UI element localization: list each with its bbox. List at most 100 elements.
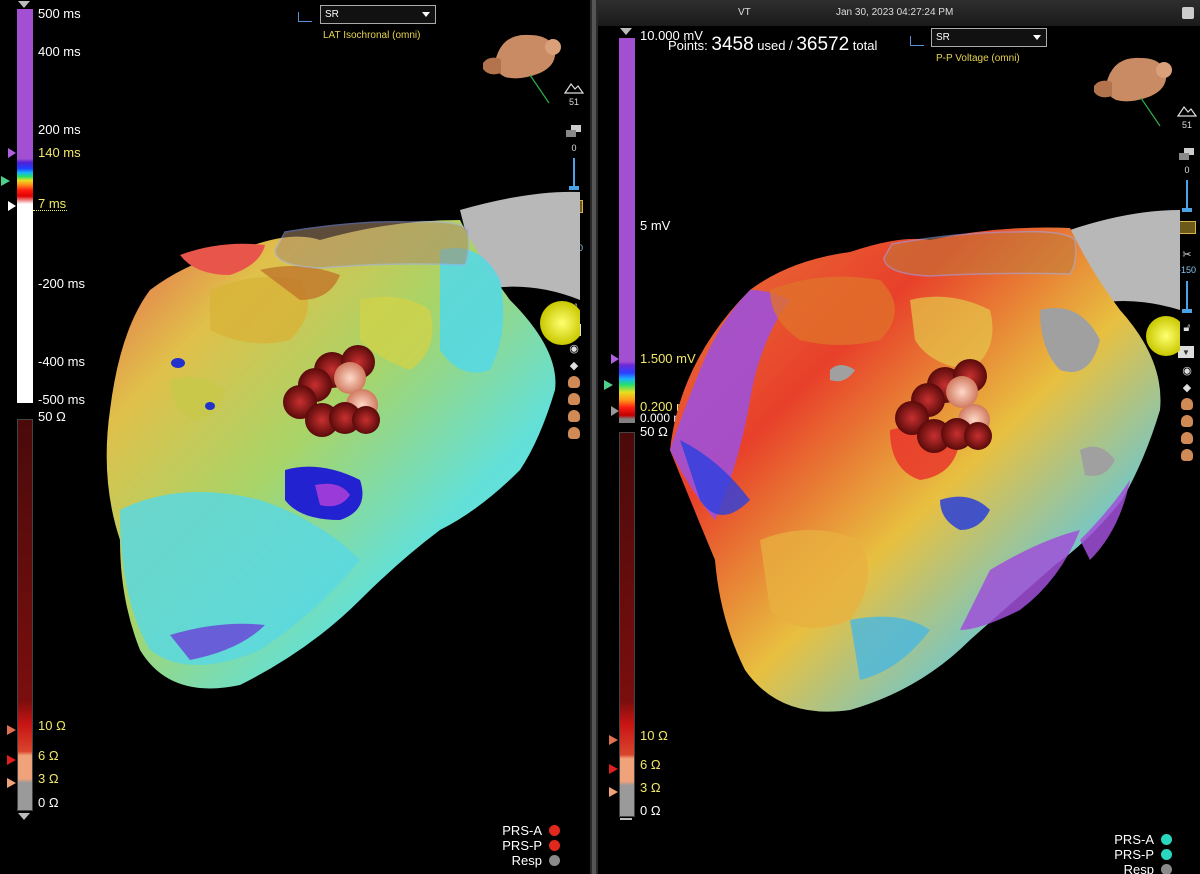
transparency-slider-knob[interactable] (569, 186, 579, 190)
orientation-heart-icon[interactable] (475, 25, 565, 105)
legend-prs-a: PRS-A (470, 823, 560, 838)
eye-icon[interactable]: ◉ (569, 342, 579, 355)
imp-label-50: 50 Ω (640, 424, 668, 439)
voltage-mid-handle[interactable] (604, 380, 613, 390)
legend-prs-a-label: PRS-A (1114, 832, 1154, 847)
header-menu-icon[interactable] (1182, 7, 1194, 19)
voltage-map-render[interactable] (660, 200, 1180, 720)
imp-handle-6[interactable] (609, 764, 618, 774)
orientation-heart-icon[interactable] (1086, 48, 1176, 128)
rhythm-dropdown-value: SR (325, 9, 339, 20)
rhythm-dropdown[interactable]: SR (931, 28, 1047, 47)
clip-box-button[interactable] (1178, 221, 1196, 234)
scissors-icon[interactable]: ✂ (1182, 248, 1192, 261)
imp-label-6: 6 Ω (640, 757, 661, 772)
legend-prs-p-dot (1161, 849, 1172, 860)
voltage-color-scale[interactable] (619, 38, 635, 423)
impedance-scale[interactable] (619, 432, 635, 817)
points-readout: Points: 3458 used / 36572 total (668, 34, 877, 56)
view-count: 51 (1181, 120, 1192, 130)
imp-label-0: 0 Ω (38, 795, 59, 810)
ablation-lesion-cluster (283, 345, 380, 437)
time-label-400: 400 ms (38, 44, 81, 59)
imp-label-3: 3 Ω (38, 771, 59, 786)
clip-slider-knob[interactable] (1182, 309, 1192, 313)
body-view-icon-3[interactable] (568, 410, 580, 422)
scale-top-arrow-icon[interactable] (620, 28, 632, 35)
mountain-icon[interactable] (1177, 103, 1197, 117)
time-label-neg500: -500 ms (38, 392, 85, 407)
map-select-icon[interactable] (910, 36, 924, 46)
legend-prs-p: PRS-P (1082, 847, 1172, 862)
body-view-icon-2[interactable] (568, 393, 580, 405)
points-used: 3458 (711, 34, 754, 55)
imp-handle-3[interactable] (7, 778, 16, 788)
imp-handle-3[interactable] (609, 787, 618, 797)
imp-label-6: 6 Ω (38, 748, 59, 763)
scale-mid-handle[interactable] (1, 176, 10, 186)
imp-handle-10[interactable] (609, 735, 618, 745)
legend-resp-dot (549, 855, 560, 866)
imp-label-10: 10 Ω (640, 728, 668, 743)
legend-resp: Resp (470, 853, 560, 868)
dropdown-box-icon[interactable]: ▼ (1178, 346, 1194, 358)
imp-label-0: 0 Ω (640, 803, 661, 818)
scale-top-arrow-icon[interactable] (18, 1, 30, 8)
body-view-icon-4[interactable] (1181, 449, 1193, 461)
legend-resp-label: Resp (511, 853, 542, 868)
imp-label-10: 10 Ω (38, 718, 66, 733)
scale-upper-handle[interactable] (8, 148, 16, 158)
time-label-neg400: -400 ms (38, 354, 85, 369)
scale-bottom-arrow-icon[interactable] (18, 813, 30, 820)
ablation-lesion-cluster (895, 359, 992, 453)
body-view-icon-3[interactable] (1181, 432, 1193, 444)
impedance-scale[interactable] (17, 419, 33, 811)
imp-handle-10[interactable] (7, 725, 16, 735)
voltage-lower-handle[interactable] (611, 406, 619, 416)
transparency-value: 0 (1184, 165, 1190, 175)
imp-label-50: 50 Ω (38, 409, 66, 424)
mountain-icon[interactable] (564, 80, 584, 94)
tool-strip: 51 0 ✂ -150 🔓︎ ▼ ◉ ◆ (1176, 103, 1198, 463)
time-7-tick (33, 210, 67, 211)
body-view-icon-4[interactable] (568, 427, 580, 439)
body-view-icon-2[interactable] (1181, 415, 1193, 427)
diamond-icon[interactable]: ◆ (569, 359, 579, 372)
points-total-label: total (852, 38, 878, 53)
rhythm-dropdown[interactable]: SR (320, 5, 436, 24)
legend-prs-p-dot (549, 840, 560, 851)
legend-resp: Resp (1082, 862, 1172, 874)
scale-lower-handle[interactable] (8, 201, 16, 211)
body-view-icon-1[interactable] (1181, 398, 1193, 410)
transparency-slider-knob[interactable] (1182, 208, 1192, 212)
lock-icon[interactable]: 🔓︎ (1183, 321, 1191, 334)
catheter-legend: PRS-A PRS-P Resp (470, 823, 560, 868)
layers-icon[interactable] (1178, 147, 1196, 161)
transparency-slider[interactable] (573, 158, 575, 188)
map-title: P-P Voltage (omni) (936, 53, 1020, 64)
header-rhythm: VT (738, 7, 751, 18)
eye-icon[interactable]: ◉ (1182, 364, 1192, 377)
imp-handle-6[interactable] (7, 755, 16, 765)
scale-bottom-arrow-icon[interactable] (620, 818, 632, 820)
legend-resp-label: Resp (1123, 862, 1154, 874)
lat-color-scale[interactable] (17, 9, 33, 403)
header-bar: VT Jan 30, 2023 04:27:24 PM (598, 0, 1200, 26)
map-select-icon[interactable] (298, 12, 312, 22)
time-label-7: 7 ms (38, 196, 67, 211)
transparency-slider[interactable] (1186, 180, 1188, 210)
lat-map-render[interactable] (60, 180, 580, 700)
diamond-icon[interactable]: ◆ (1182, 381, 1192, 394)
imp-label-3: 3 Ω (640, 780, 661, 795)
clip-slider[interactable] (1186, 281, 1188, 311)
chevron-down-icon (1033, 35, 1041, 40)
layers-icon[interactable] (565, 124, 583, 138)
clip-value: -150 (1177, 265, 1196, 275)
voltage-label-1-5: 1.500 mV (640, 351, 696, 366)
voltage-upper-handle[interactable] (611, 354, 619, 364)
points-used-label: used / (757, 38, 793, 53)
view-count: 51 (568, 97, 579, 107)
legend-resp-dot (1161, 864, 1172, 874)
pane-divider[interactable] (590, 0, 598, 874)
body-view-icon-1[interactable] (568, 376, 580, 388)
